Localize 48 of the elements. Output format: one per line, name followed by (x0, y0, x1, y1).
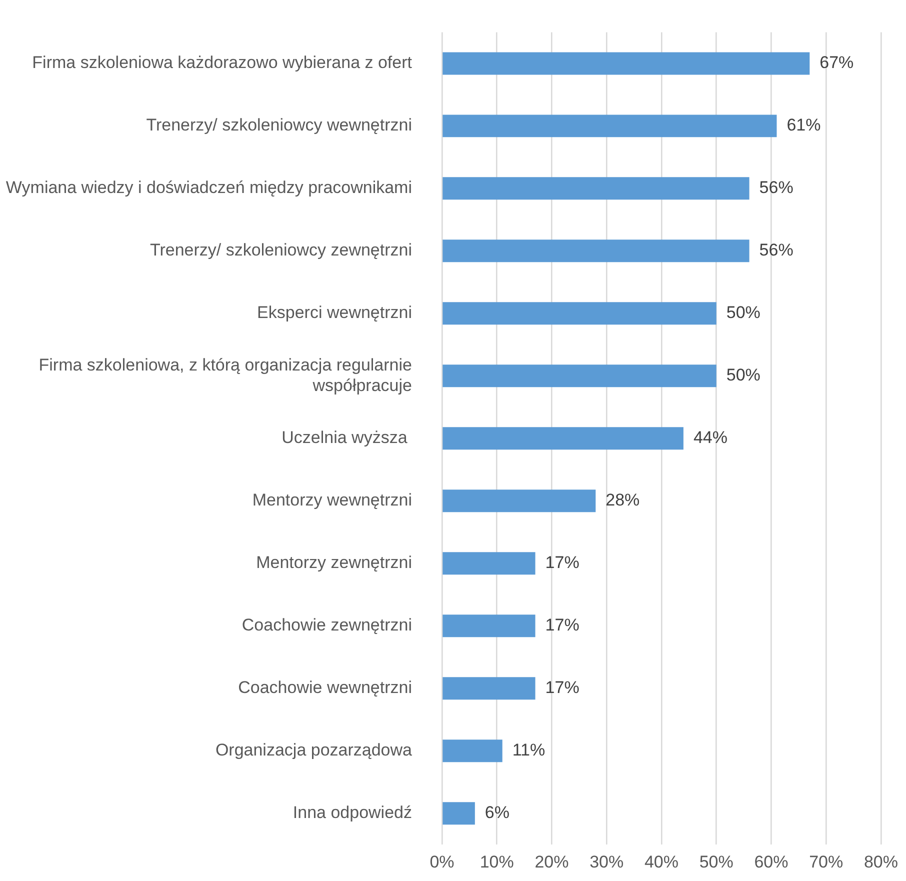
data-label: 17% (545, 616, 580, 635)
x-tick-label: 50% (699, 852, 734, 872)
data-label: 17% (545, 678, 580, 698)
y-tick-label: Coachowie zewnętrzni (242, 616, 412, 635)
y-tick-label: Trenerzy/ szkoleniowcy wewnętrzni (146, 116, 412, 135)
bar (442, 177, 750, 200)
data-label: 28% (606, 490, 640, 510)
bar (442, 552, 536, 575)
x-tick-label: 30% (590, 852, 624, 872)
x-tick-label: 10% (480, 852, 514, 872)
x-tick-label: 20% (534, 852, 569, 872)
data-label: 67% (820, 53, 854, 72)
y-tick-label: Firma szkoleniowa każdorazowo wybierana z ofert (32, 53, 412, 72)
x-tick-label: 80% (864, 852, 898, 872)
y-tick-label: Firma szkoleniowa, z którą organizacja regularnie współpracuje (38, 355, 412, 395)
y-tick-label: Eksperci wewnętrzni (257, 303, 412, 322)
data-label: 50% (726, 303, 760, 322)
y-tick-label: Inna odpowiedź (292, 803, 412, 822)
bar (442, 614, 536, 638)
data-label: 11% (512, 740, 546, 760)
y-tick-label: Uczelnia wyższa (282, 428, 412, 448)
bar (442, 114, 777, 138)
y-tick-label: Trenerzy/ szkoleniowcy zewnętrzni (150, 240, 412, 260)
data-label: 61% (786, 116, 821, 135)
bar (442, 364, 716, 388)
bar (442, 802, 475, 825)
data-label: 56% (759, 178, 794, 198)
data-label: 17% (545, 553, 580, 572)
data-label: 44% (693, 428, 728, 448)
bar (442, 302, 716, 325)
y-tick-label: Wymiana wiedzy i doświadczeń między pracownikami (6, 178, 412, 198)
data-label: 56% (759, 240, 794, 260)
bar (442, 490, 596, 512)
x-tick-label: 60% (754, 852, 788, 872)
y-tick-label: Mentorzy zewnętrzni (256, 553, 412, 572)
y-tick-label: Organizacja pozarządowa (215, 740, 413, 760)
bar (442, 427, 684, 450)
bar (442, 740, 502, 762)
y-tick-label: Coachowie wewnętrzni (238, 678, 412, 698)
x-tick-label: 70% (809, 852, 844, 872)
data-label: 6% (484, 803, 510, 822)
data-label: 50% (726, 366, 760, 385)
bar (442, 52, 810, 75)
x-tick-label: 40% (644, 852, 679, 872)
x-tick-label: 0% (430, 852, 454, 872)
y-tick-label: Mentorzy wewnętrzni (252, 490, 412, 510)
bar (442, 240, 750, 262)
bar (442, 677, 536, 700)
